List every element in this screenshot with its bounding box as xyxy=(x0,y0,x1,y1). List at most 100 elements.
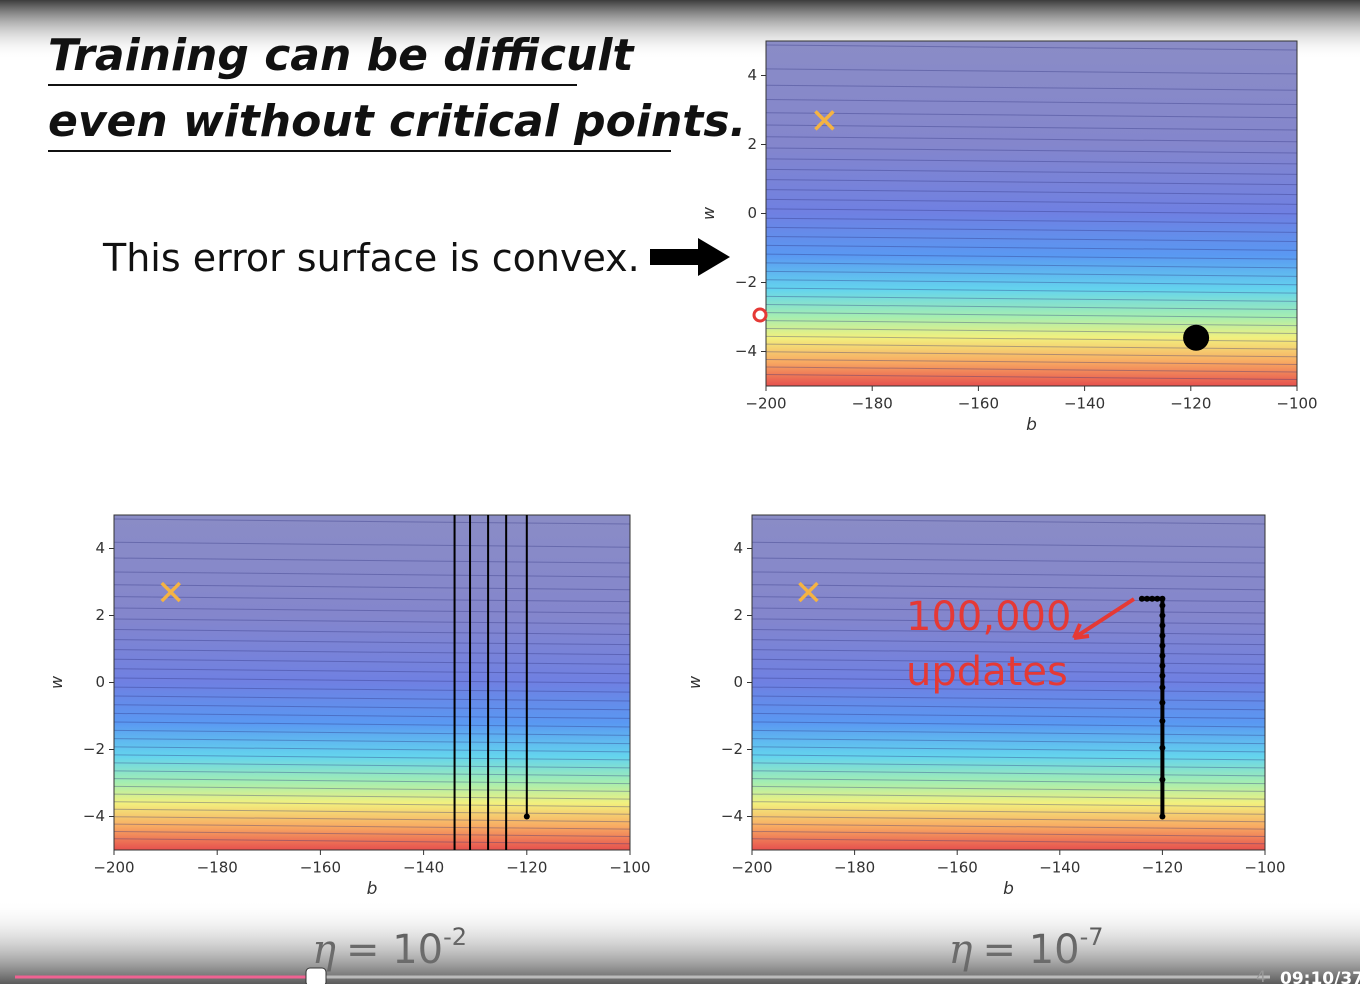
update-point xyxy=(1159,632,1166,639)
update-point xyxy=(1159,684,1166,691)
y-axis-label: w xyxy=(685,675,704,689)
contour xyxy=(765,208,1298,215)
start-point xyxy=(523,813,530,820)
plot: −200 −180 −160 −140 −120 −100 −4 −2 0 2 4 b w xyxy=(699,40,1318,435)
contour xyxy=(113,695,631,702)
y-tick-label: 0 xyxy=(733,673,743,691)
contour xyxy=(765,44,1298,51)
x-tick-label: −140 xyxy=(1064,395,1105,413)
contour xyxy=(751,801,1266,808)
update-point xyxy=(1159,622,1166,629)
x-tick-label: −180 xyxy=(852,395,893,413)
slide-number: 4 xyxy=(1256,967,1266,984)
contour xyxy=(113,738,631,745)
contour xyxy=(751,762,1266,769)
contour xyxy=(765,68,1298,75)
arrow xyxy=(650,238,730,276)
contour xyxy=(113,830,631,837)
contour xyxy=(751,785,1266,792)
contour xyxy=(751,778,1266,785)
contour xyxy=(751,557,1266,564)
contour xyxy=(113,778,631,785)
contour xyxy=(113,686,631,693)
contour xyxy=(765,253,1298,260)
update-point xyxy=(1159,813,1166,820)
x-tick-label: −140 xyxy=(403,859,444,877)
annotation: updates xyxy=(906,649,1068,695)
x-tick-label: −200 xyxy=(93,859,134,877)
x-tick-label: −100 xyxy=(609,859,650,877)
error-surface xyxy=(114,515,630,850)
update-point xyxy=(1159,642,1166,649)
contour xyxy=(765,226,1298,233)
contour xyxy=(765,304,1298,311)
y-tick-label: −2 xyxy=(83,740,105,758)
contour xyxy=(765,158,1298,165)
x-axis-label: b xyxy=(1026,415,1037,435)
update-point xyxy=(1159,776,1166,783)
annotation-arrow xyxy=(1072,597,1136,640)
y-tick-label: 0 xyxy=(747,204,757,222)
y-tick-label: −4 xyxy=(735,342,757,360)
contour xyxy=(765,279,1298,286)
current-point xyxy=(1183,324,1210,351)
update-point xyxy=(1159,699,1166,706)
contour xyxy=(751,541,1266,548)
contour xyxy=(751,712,1266,719)
contour xyxy=(113,596,631,603)
x-tick-label: −120 xyxy=(1142,859,1183,877)
contour xyxy=(751,808,1266,815)
contour xyxy=(751,607,1266,614)
x-axis-label: b xyxy=(1003,879,1014,899)
y-tick-label: 4 xyxy=(733,539,743,557)
contour xyxy=(751,793,1266,800)
title-line: even without critical points. xyxy=(48,96,746,147)
y-tick-label: −2 xyxy=(735,273,757,291)
contour xyxy=(765,366,1298,373)
contour xyxy=(765,320,1298,327)
contour xyxy=(113,518,631,525)
x-tick-label: −160 xyxy=(300,859,341,877)
y-axis-label: w xyxy=(699,206,718,220)
cursor xyxy=(752,307,768,323)
x-tick-label: −140 xyxy=(1039,859,1080,877)
contour xyxy=(751,649,1266,656)
contour xyxy=(751,823,1266,830)
plot: −200 −180 −160 −140 −120 −100 −4 −2 0 2 4 b w 100,000… xyxy=(685,514,1286,973)
contour xyxy=(113,607,631,614)
contour xyxy=(751,686,1266,693)
contour xyxy=(765,124,1298,131)
contour xyxy=(765,99,1298,106)
contour xyxy=(751,695,1266,702)
x-tick-label: −100 xyxy=(1276,395,1317,413)
update-point xyxy=(1159,595,1166,602)
x-tick-label: −180 xyxy=(834,859,875,877)
error-surface xyxy=(766,41,1297,386)
statement: This error surface is convex. xyxy=(102,236,640,280)
progress-handle[interactable] xyxy=(305,967,327,984)
contour xyxy=(765,147,1298,154)
contour xyxy=(751,677,1266,684)
target-marker xyxy=(160,581,181,603)
x-axis-label: b xyxy=(367,879,378,899)
contour xyxy=(113,770,631,777)
target-marker xyxy=(798,581,819,603)
slide-title: Training can be difficult even without c… xyxy=(48,30,746,147)
contour xyxy=(751,704,1266,711)
contour xyxy=(751,518,1266,525)
update-point xyxy=(1159,652,1166,659)
contour xyxy=(765,358,1298,365)
contour xyxy=(751,618,1266,625)
y-tick-label: −4 xyxy=(721,807,743,825)
contour xyxy=(765,327,1298,334)
contour xyxy=(765,136,1298,143)
contour xyxy=(765,343,1298,350)
y-axis-label: w xyxy=(47,675,66,689)
contour xyxy=(113,785,631,792)
contour xyxy=(751,838,1266,845)
contour xyxy=(765,168,1298,175)
contour xyxy=(113,746,631,753)
contour xyxy=(113,816,631,823)
